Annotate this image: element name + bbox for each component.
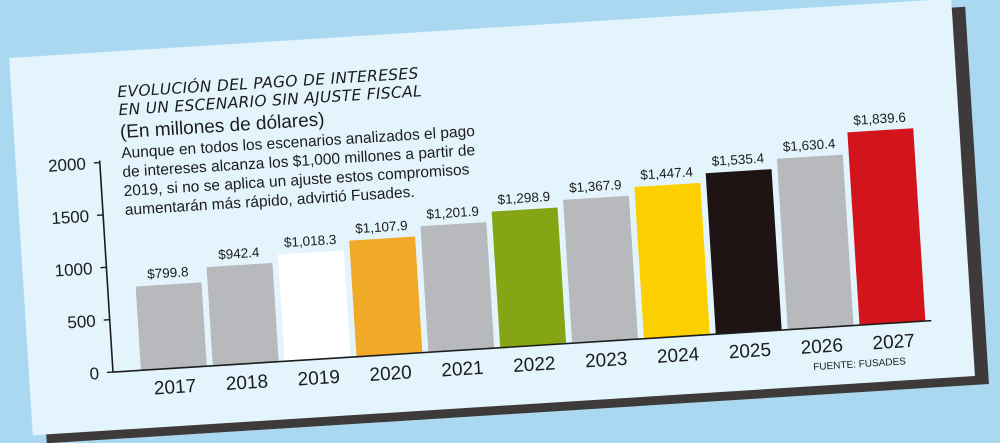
x-tick-label-2021: 2021 <box>441 358 485 382</box>
x-tick-label-2022: 2022 <box>513 353 557 377</box>
bar-2026 <box>777 155 854 330</box>
chart-card: EVOLUCIÓN DEL PAGO DE INTERESES EN UN ES… <box>9 0 975 435</box>
y-tick-label: 1500 <box>51 207 90 228</box>
y-tick-label: 2000 <box>48 154 87 175</box>
bar-2027 <box>847 128 925 325</box>
bar-2019 <box>278 250 351 361</box>
value-label-2020: $1,107.9 <box>355 218 408 236</box>
value-label-2026: $1,630.4 <box>782 136 836 154</box>
value-label-2019: $1,018.3 <box>283 232 336 250</box>
bar-2025 <box>706 169 782 334</box>
value-label-2017: $799.8 <box>147 264 189 282</box>
value-label-2022: $1,298.9 <box>497 189 550 207</box>
chart-header: EVOLUCIÓN DEL PAGO DE INTERESES EN UN ES… <box>117 60 479 219</box>
value-label-2025: $1,535.4 <box>711 151 765 169</box>
bar-2024 <box>634 183 709 339</box>
bar-2020 <box>349 237 422 357</box>
value-label-2018: $942.4 <box>218 245 261 263</box>
bar-2023 <box>563 196 638 343</box>
bar-2017 <box>136 282 207 370</box>
bar-2022 <box>492 207 566 347</box>
x-tick-label-2026: 2026 <box>800 335 844 359</box>
value-label-2024: $1,447.4 <box>640 164 694 182</box>
value-label-2027: $1,839.6 <box>853 110 906 128</box>
bar-2021 <box>420 222 494 352</box>
value-label-2023: $1,367.9 <box>569 177 622 195</box>
y-axis: 0 500 1000 1500 2000 <box>48 154 114 386</box>
x-tick-label-2024: 2024 <box>656 344 700 368</box>
bar-chart: EVOLUCIÓN DEL PAGO DE INTERESES EN UN ES… <box>9 0 975 435</box>
value-label-2021: $1,201.9 <box>426 204 479 222</box>
y-axis-line <box>100 161 113 373</box>
x-tick-label-2017: 2017 <box>153 376 197 400</box>
y-tick-label: 0 <box>89 364 100 384</box>
x-tick-label-2027: 2027 <box>872 331 916 355</box>
x-tick-label-2019: 2019 <box>297 367 341 391</box>
source-note: FUENTE: FUSADES <box>813 356 907 373</box>
x-tick-label-2018: 2018 <box>225 371 269 395</box>
y-tick-label: 500 <box>67 312 97 333</box>
bar-2018 <box>207 263 279 366</box>
x-tick-label-2023: 2023 <box>584 349 628 373</box>
y-tick-label: 1000 <box>54 259 93 280</box>
x-tick-label-2025: 2025 <box>728 340 772 364</box>
x-tick-label-2020: 2020 <box>369 362 413 386</box>
